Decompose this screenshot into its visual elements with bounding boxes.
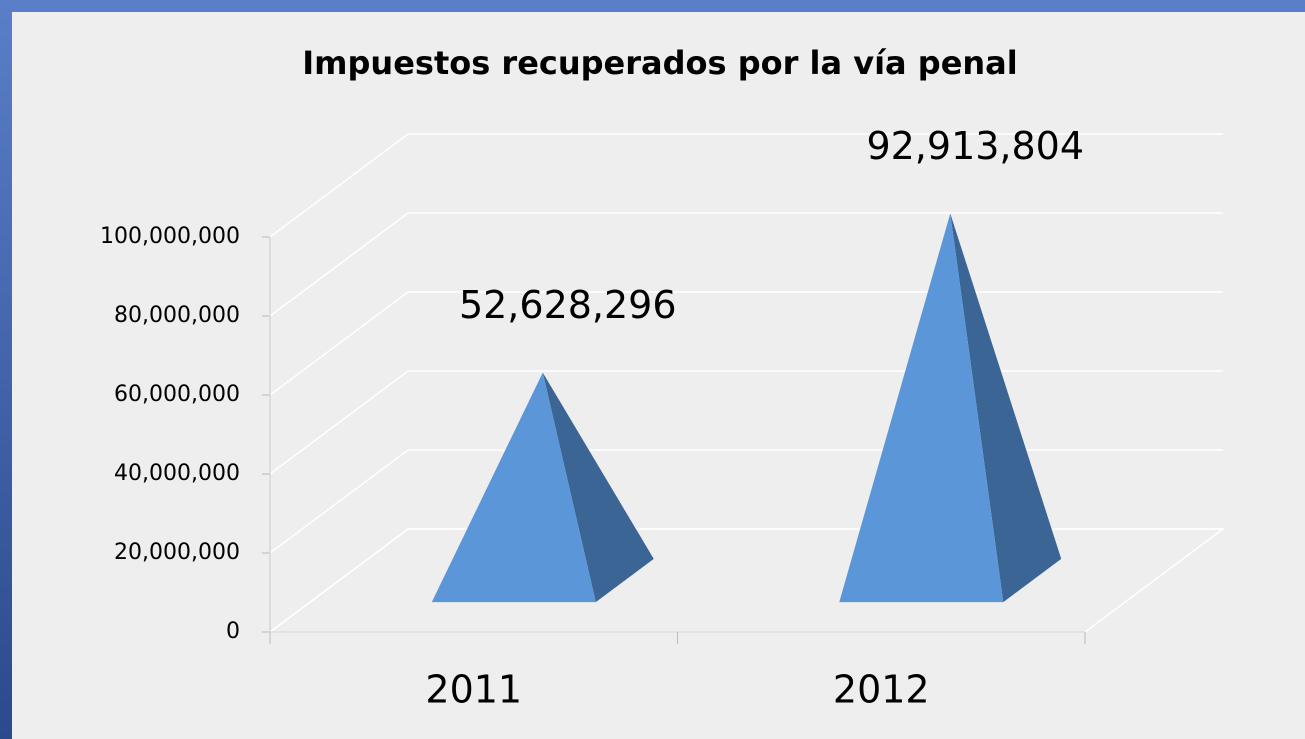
y-tick-label: 100,000,000 [100, 224, 240, 249]
side-grid-line [269, 212, 409, 317]
pyramid-side [542, 372, 654, 603]
y-tick-label: 40,000,000 [114, 461, 240, 486]
pyramid-front [431, 372, 596, 603]
y-tick-label: 0 [226, 619, 240, 644]
x-tick-label: 2011 [425, 668, 522, 712]
chart-title: Impuestos recuperados por la vía penal [302, 44, 1017, 82]
x-tick-label: 2012 [833, 668, 930, 712]
panel [12, 12, 1305, 739]
side-grid-line [269, 370, 409, 475]
pyramid-side [950, 213, 1062, 603]
side-grid-line [269, 291, 409, 396]
pyramid-front [839, 213, 1004, 603]
y-tick-label: 60,000,000 [114, 382, 240, 407]
side-grid-line [269, 528, 409, 633]
y-tick-label: 20,000,000 [114, 540, 240, 565]
side-grid-line [269, 133, 409, 238]
side-grid-line [269, 449, 409, 554]
data-label: 52,628,296 [459, 283, 677, 327]
y-tick-label: 80,000,000 [114, 303, 240, 328]
data-label: 92,913,804 [866, 124, 1084, 168]
